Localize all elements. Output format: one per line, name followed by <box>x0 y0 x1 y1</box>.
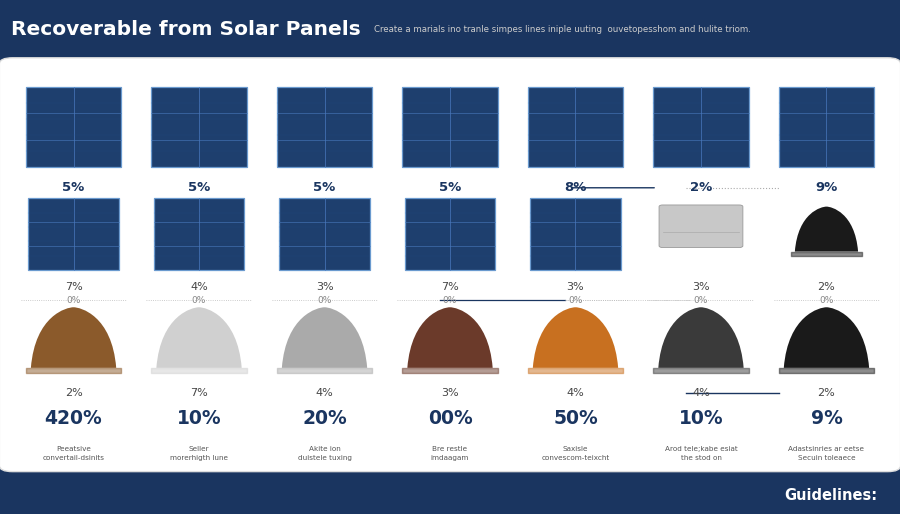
Text: 9%: 9% <box>815 181 838 194</box>
FancyBboxPatch shape <box>653 87 749 167</box>
Text: 10%: 10% <box>176 409 221 428</box>
FancyBboxPatch shape <box>26 87 122 167</box>
Text: Saxisle
convescom-teixcht: Saxisle convescom-teixcht <box>542 446 609 461</box>
PathPatch shape <box>31 307 116 368</box>
Text: 8%: 8% <box>564 181 587 194</box>
Text: 4%: 4% <box>692 389 710 398</box>
Text: 9%: 9% <box>811 409 842 428</box>
FancyBboxPatch shape <box>29 198 119 270</box>
Text: 2%: 2% <box>65 389 83 398</box>
Text: 4%: 4% <box>316 389 333 398</box>
Text: 7%: 7% <box>190 389 208 398</box>
PathPatch shape <box>282 307 367 368</box>
PathPatch shape <box>795 207 858 251</box>
Text: 5%: 5% <box>188 181 211 194</box>
PathPatch shape <box>658 307 743 368</box>
Text: 5%: 5% <box>62 181 85 194</box>
Text: 7%: 7% <box>65 282 83 292</box>
Text: 0%: 0% <box>694 296 708 304</box>
Text: Bre restle
imdaagam: Bre restle imdaagam <box>431 446 469 461</box>
FancyBboxPatch shape <box>154 198 244 270</box>
Text: 2%: 2% <box>689 181 712 194</box>
Text: 420%: 420% <box>45 409 103 428</box>
Text: 0%: 0% <box>192 296 206 304</box>
Text: Arod tele;kabe esiat
the stod on: Arod tele;kabe esiat the stod on <box>664 446 737 461</box>
FancyBboxPatch shape <box>277 87 373 167</box>
FancyBboxPatch shape <box>659 205 742 248</box>
FancyBboxPatch shape <box>778 87 874 167</box>
Text: 4%: 4% <box>567 389 584 398</box>
Text: 0%: 0% <box>819 296 833 304</box>
Text: 3%: 3% <box>441 389 459 398</box>
Text: 00%: 00% <box>428 409 473 428</box>
Text: Create a marials ino tranle simpes lines iniple uuting  ouvetopesshom and hulite: Create a marials ino tranle simpes lines… <box>374 25 751 33</box>
FancyBboxPatch shape <box>279 198 370 270</box>
PathPatch shape <box>157 307 242 368</box>
Text: Guidelines:: Guidelines: <box>785 487 878 503</box>
FancyBboxPatch shape <box>0 58 900 472</box>
Text: Peeatsive
convertail-dsinits: Peeatsive convertail-dsinits <box>42 446 104 461</box>
Text: 5%: 5% <box>313 181 336 194</box>
PathPatch shape <box>408 307 492 368</box>
Text: 4%: 4% <box>190 282 208 292</box>
Text: 20%: 20% <box>302 409 346 428</box>
Text: Seller
morerhigth lune: Seller morerhigth lune <box>170 446 228 461</box>
Text: Adastsinries ar eetse
Secuin toleaece: Adastsinries ar eetse Secuin toleaece <box>788 446 865 461</box>
Text: 2%: 2% <box>817 282 835 292</box>
Text: 5%: 5% <box>439 181 461 194</box>
FancyBboxPatch shape <box>530 198 621 270</box>
Text: 10%: 10% <box>679 409 724 428</box>
Text: 50%: 50% <box>554 409 598 428</box>
Text: 0%: 0% <box>318 296 332 304</box>
Text: Recoverable from Solar Panels: Recoverable from Solar Panels <box>11 20 361 39</box>
FancyBboxPatch shape <box>405 198 495 270</box>
FancyBboxPatch shape <box>402 87 498 167</box>
Text: 7%: 7% <box>441 282 459 292</box>
PathPatch shape <box>784 307 869 368</box>
PathPatch shape <box>533 307 618 368</box>
Text: 0%: 0% <box>67 296 81 304</box>
FancyBboxPatch shape <box>527 87 623 167</box>
Text: 3%: 3% <box>316 282 333 292</box>
Text: 0%: 0% <box>443 296 457 304</box>
Text: Akite ion
duistele tuxing: Akite ion duistele tuxing <box>298 446 352 461</box>
Text: 3%: 3% <box>567 282 584 292</box>
Text: 0%: 0% <box>568 296 582 304</box>
Text: 3%: 3% <box>692 282 710 292</box>
Text: 2%: 2% <box>817 389 835 398</box>
FancyBboxPatch shape <box>151 87 247 167</box>
